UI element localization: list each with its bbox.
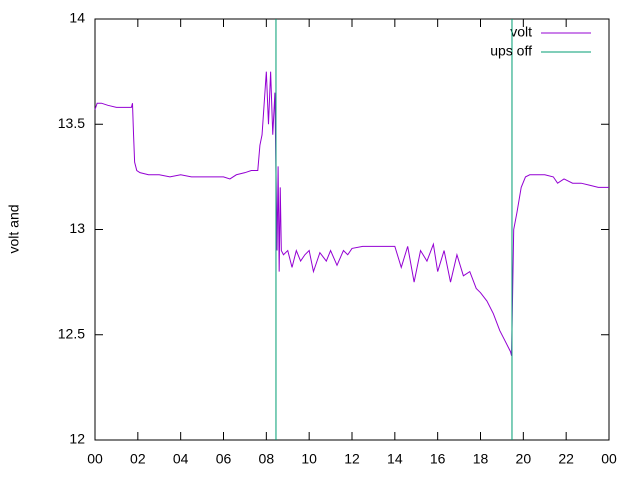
series-line xyxy=(275,19,513,440)
x-tick-label: 06 xyxy=(216,451,232,467)
x-tick-label: 20 xyxy=(516,451,532,467)
series-line xyxy=(94,71,609,356)
x-tick-label: 22 xyxy=(558,451,574,467)
legend-label: volt xyxy=(510,24,532,40)
x-tick-label: 00 xyxy=(87,451,103,467)
plot-frame xyxy=(94,18,610,441)
y-tick-label: 12 xyxy=(69,431,85,447)
x-tick-label: 14 xyxy=(387,451,403,467)
x-tick-label: 02 xyxy=(130,451,146,467)
y-tick-label: 13.5 xyxy=(58,115,85,131)
x-tick-label: 08 xyxy=(259,451,275,467)
x-tick-label: 10 xyxy=(301,451,317,467)
y-tick-label: 14 xyxy=(69,10,85,26)
x-tick-label: 12 xyxy=(344,451,360,467)
x-tick-label: 00 xyxy=(601,451,617,467)
legend-label: ups off xyxy=(490,43,532,59)
y-tick-label: 12.5 xyxy=(58,325,85,341)
x-tick-label: 16 xyxy=(430,451,446,467)
x-tick-label: 04 xyxy=(173,451,189,467)
y-tick-label: 13 xyxy=(69,220,85,236)
y-axis-label: volt and xyxy=(6,204,22,253)
x-tick-label: 18 xyxy=(473,451,489,467)
